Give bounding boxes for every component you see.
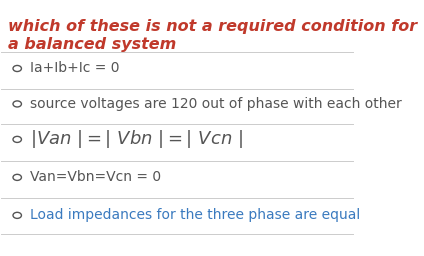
Text: Van=Vbn=Vcn = 0: Van=Vbn=Vcn = 0 xyxy=(30,170,161,184)
Text: Load impedances for the three phase are equal: Load impedances for the three phase are … xyxy=(30,208,360,222)
Text: Ia+Ib+Ic = 0: Ia+Ib+Ic = 0 xyxy=(30,61,119,76)
Text: which of these is not a required condition for a balanced system: which of these is not a required conditi… xyxy=(8,19,418,51)
Text: source voltages are 120 out of phase with each other: source voltages are 120 out of phase wit… xyxy=(30,97,401,111)
Text: $| \mathit{Van}\ |{=}|\ \mathit{Vbn}\ |{=}|\ \mathit{Vcn}\ |$: $| \mathit{Van}\ |{=}|\ \mathit{Vbn}\ |{… xyxy=(30,129,243,150)
